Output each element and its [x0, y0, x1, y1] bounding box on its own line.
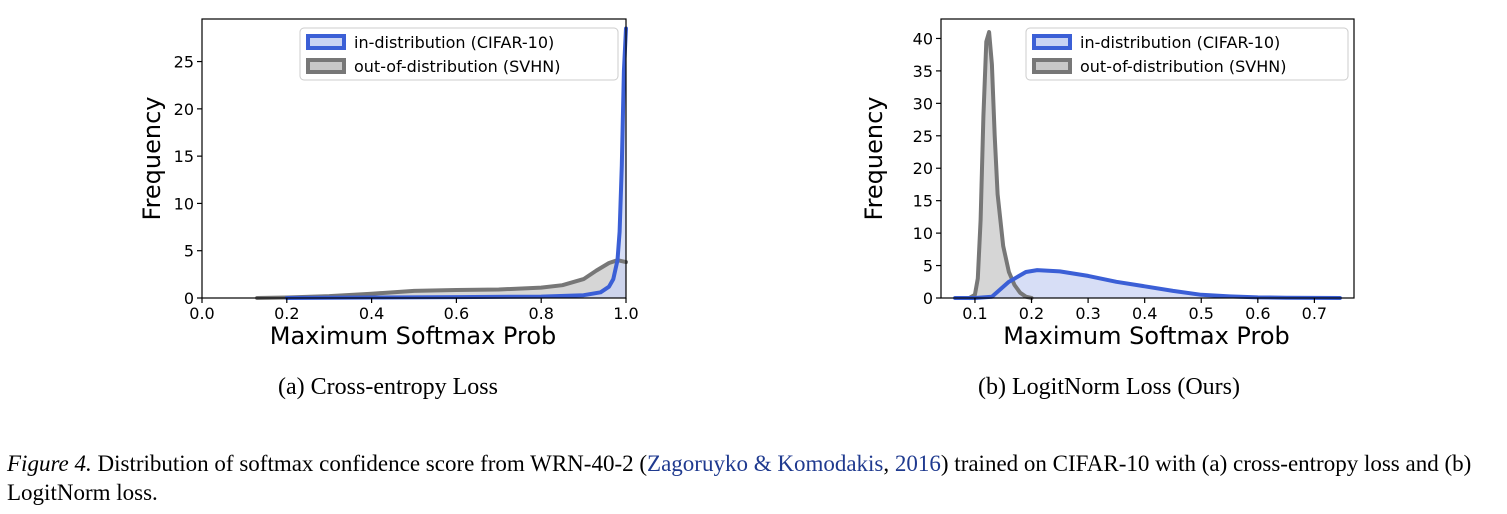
legend-swatch-in-dist [1032, 34, 1072, 50]
legend-box [1025, 27, 1349, 81]
y-tick-label: 15 [913, 192, 933, 211]
y-tick-label: 20 [913, 159, 933, 178]
series-line-ood [255, 258, 628, 300]
series-fill-in-dist [955, 270, 1340, 298]
citation-authors-link[interactable]: Zagoruyko & Komodakis [647, 451, 884, 476]
plot-frame [201, 18, 627, 299]
series-fill-ood [257, 260, 626, 298]
x-tick-label: 0.4 [1132, 304, 1157, 323]
y-axis-label: Frequency [138, 97, 166, 221]
y-tick-label: 35 [913, 62, 933, 81]
subcaption-b: (b) LogitNorm Loss (Ours) [978, 374, 1240, 400]
citation-year-link[interactable]: 2016 [894, 451, 941, 476]
series-line-ood [967, 30, 1034, 300]
y-tick-label: 15 [174, 147, 194, 166]
caption-text-1: Distribution of softmax confidence score… [91, 451, 648, 476]
legend-label-ood: out-of-distribution (SVHN) [354, 57, 560, 76]
caption-text-2: ) trained on CIFAR-10 with (a) cross-ent… [7, 451, 1472, 505]
legend-label-in-dist: in-distribution (CIFAR-10) [1080, 33, 1280, 52]
legend-swatch-ood [1032, 58, 1072, 74]
y-tick-label: 10 [913, 224, 933, 243]
subcaption-a: (a) Cross-entropy Loss [278, 374, 498, 400]
y-tick-label: 0 [184, 289, 194, 308]
legend-swatch-in-dist [306, 34, 346, 50]
series-line-in-dist [284, 26, 628, 300]
x-tick-label: 0.8 [528, 304, 553, 323]
legend-label-ood: out-of-distribution (SVHN) [1080, 57, 1286, 76]
y-tick-label: 25 [174, 53, 194, 72]
y-tick-label: 25 [913, 127, 933, 146]
legend-label-in-dist: in-distribution (CIFAR-10) [354, 33, 554, 52]
x-tick-label: 0.5 [1189, 304, 1214, 323]
x-tick-label: 0.6 [1245, 304, 1270, 323]
x-tick-label: 0.7 [1302, 304, 1327, 323]
y-tick-label: 40 [913, 29, 933, 48]
y-axis-label: Frequency [860, 97, 888, 221]
y-tick-label: 20 [174, 100, 194, 119]
y-tick-label: 10 [174, 194, 194, 213]
chart-logitnorm: 0.1 0.2 0.3 0.4 0.5 0.6 0.7 0 5 10 15 20 25 30 35 40 Max… [860, 18, 1355, 350]
y-tick-label: 0 [923, 289, 933, 308]
y-tick-label: 5 [184, 242, 194, 261]
y-tick-label: 30 [913, 94, 933, 113]
legend-swatch-ood [306, 58, 346, 74]
x-tick-label: 0.0 [189, 304, 214, 323]
x-tick-label: 0.1 [962, 304, 987, 323]
chart-cross-entropy: 0.0 0.2 0.4 0.6 0.8 1.0 0 5 10 15 20 25 Maximum Soft… [138, 18, 639, 350]
plot-frame [940, 18, 1355, 299]
x-tick-label: 0.2 [274, 304, 299, 323]
figure-label: Figure 4. [7, 451, 92, 476]
x-axis-label: Maximum Softmax Prob [270, 322, 556, 350]
x-tick-label: 0.6 [444, 304, 469, 323]
legend-box [299, 27, 619, 81]
y-tick-label: 5 [923, 257, 933, 276]
caption-separator: , [883, 451, 895, 476]
x-tick-label: 0.4 [359, 304, 384, 323]
x-axis-label: Maximum Softmax Prob [1003, 322, 1289, 350]
x-tick-label: 0.2 [1019, 304, 1044, 323]
x-tick-label: 1.0 [613, 304, 638, 323]
x-tick-label: 0.3 [1075, 304, 1100, 323]
figure-caption: Figure 4. Distribution of softmax confid… [7, 449, 1502, 507]
